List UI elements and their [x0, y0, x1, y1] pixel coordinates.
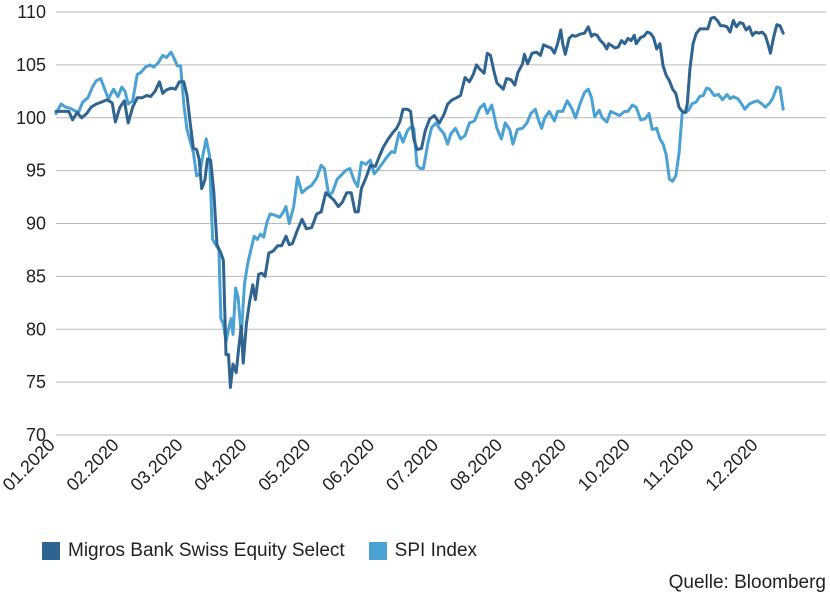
series-line-spi-index [54, 50, 785, 344]
gridlines [56, 11, 826, 436]
legend-swatch-migros [42, 542, 60, 560]
legend-label-spi: SPI Index [394, 540, 478, 561]
x-tick-label: 08.2020 [446, 435, 506, 495]
y-tick-label: 105 [16, 55, 46, 75]
legend-swatch-spi [368, 542, 387, 560]
y-tick-label: 100 [16, 108, 46, 128]
y-tick-label: 110 [17, 2, 46, 22]
source-note: Quelle: Bloomberg [668, 572, 826, 593]
y-axis-tick-labels: 70 75 80 85 90 95 100 105 110 [16, 2, 46, 445]
x-tick-label: 06.2020 [318, 435, 378, 495]
y-tick-label: 90 [26, 214, 46, 234]
legend-item-migros: Migros Bank Swiss Equity Select [42, 540, 345, 562]
legend-item-spi: SPI Index [368, 540, 478, 562]
x-tick-label: 10.2020 [574, 435, 634, 495]
x-tick-label: 07.2020 [382, 435, 442, 495]
x-tick-label: 05.2020 [254, 435, 314, 495]
x-tick-label: 11.2020 [639, 435, 698, 494]
y-tick-label: 95 [26, 161, 46, 181]
x-tick-label: 02.2020 [63, 435, 123, 495]
x-tick-label: 12.2020 [702, 435, 762, 495]
x-tick-label: 09.2020 [510, 435, 570, 495]
x-tick-label: 03.2020 [126, 435, 186, 495]
y-tick-label: 70 [26, 425, 46, 445]
series-line-migros-bank-swiss-equity-select [54, 15, 785, 389]
y-tick-label: 80 [26, 319, 46, 339]
series-lines [54, 15, 785, 389]
y-tick-label: 85 [26, 266, 46, 286]
legend-label-migros: Migros Bank Swiss Equity Select [68, 540, 345, 561]
x-tick-label: 04.2020 [190, 435, 250, 495]
x-axis-tick-labels: 01.2020 02.2020 03.2020 04.2020 05.2020 06.20… [0, 435, 762, 495]
y-tick-label: 75 [26, 372, 46, 392]
legend: Migros Bank Swiss Equity Select SPI Inde… [42, 540, 501, 562]
